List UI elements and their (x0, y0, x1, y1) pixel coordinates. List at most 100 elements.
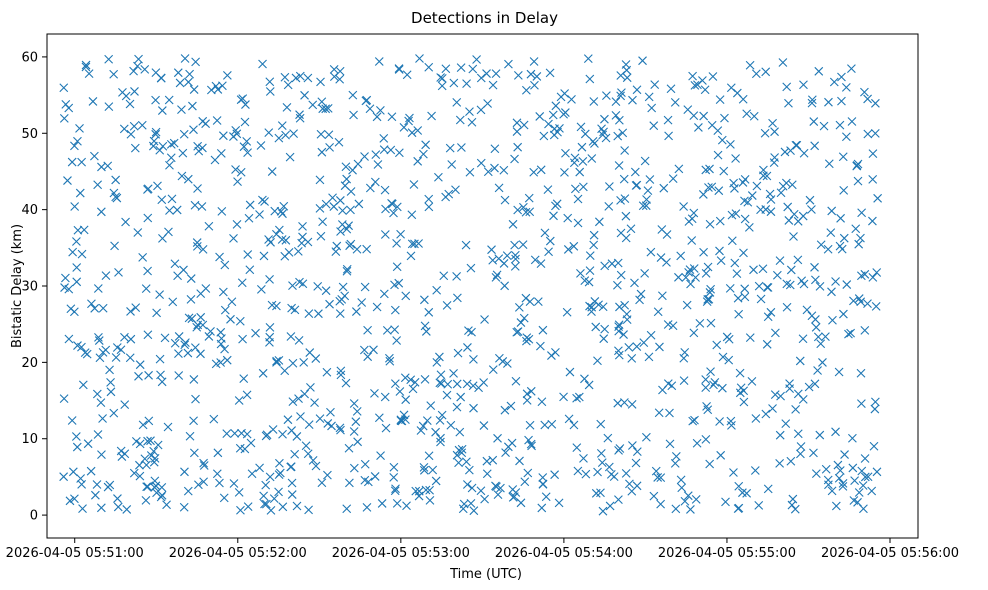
detection-marker (174, 332, 184, 341)
detection-marker (226, 314, 235, 324)
detection-marker (867, 486, 877, 496)
detection-marker (188, 101, 197, 111)
detection-marker (390, 305, 400, 315)
detection-marker (868, 174, 878, 184)
detection-marker (831, 501, 841, 511)
detection-marker (424, 194, 434, 204)
detection-marker (742, 109, 752, 119)
detection-marker (227, 297, 237, 307)
detection-marker (93, 430, 103, 439)
detection-marker (236, 505, 245, 515)
detection-marker (671, 504, 681, 514)
detection-marker (511, 254, 520, 264)
detection-marker (294, 394, 303, 404)
detection-marker (285, 152, 295, 162)
detection-marker (502, 251, 512, 261)
detection-marker (530, 80, 539, 90)
detection-marker (98, 414, 107, 423)
x-tick-label: 2026-04-05 05:52:00 (169, 546, 307, 561)
detection-marker (444, 189, 454, 199)
detection-marker (537, 397, 547, 407)
detection-marker (216, 358, 226, 367)
detection-marker (645, 175, 655, 184)
detection-marker (665, 439, 675, 449)
detection-marker (575, 167, 585, 177)
detection-marker (570, 153, 580, 163)
detection-marker (243, 148, 252, 157)
detection-marker (738, 94, 748, 104)
detection-marker (396, 415, 406, 425)
detection-marker (581, 469, 591, 479)
detection-marker (272, 356, 281, 366)
detection-marker (469, 506, 479, 516)
detection-marker (846, 328, 856, 338)
detection-marker (537, 503, 547, 513)
detection-marker (541, 492, 551, 502)
detection-marker (395, 387, 405, 396)
detection-marker (515, 456, 524, 466)
detection-marker (706, 318, 716, 328)
detection-marker (437, 81, 447, 91)
detection-marker (402, 501, 411, 511)
detection-marker (809, 448, 818, 458)
detection-marker (362, 244, 372, 254)
detection-marker (235, 316, 245, 326)
detection-marker (88, 97, 98, 106)
detection-marker (709, 380, 718, 390)
detection-marker (653, 473, 663, 482)
detection-marker (837, 96, 846, 106)
detection-marker (311, 461, 321, 471)
detection-marker (536, 165, 546, 175)
detection-marker (578, 182, 588, 192)
detection-marker (394, 65, 404, 74)
y-tick-label: 30 (21, 280, 38, 295)
detection-marker (754, 501, 764, 510)
detection-marker (125, 353, 135, 363)
detection-marker (421, 140, 431, 150)
detection-marker (399, 122, 409, 132)
detection-marker (857, 466, 867, 476)
detection-marker (143, 266, 152, 276)
detection-marker (265, 338, 274, 347)
detection-marker (280, 72, 290, 82)
detection-marker (580, 129, 590, 139)
detection-marker (372, 112, 382, 122)
detection-marker (212, 469, 222, 479)
detection-marker (197, 202, 207, 211)
detection-marker (591, 322, 601, 332)
detection-marker (747, 377, 757, 386)
detection-marker (603, 433, 613, 443)
detection-marker (97, 162, 106, 172)
detection-marker (657, 291, 667, 301)
detection-marker (740, 292, 750, 302)
detection-marker (555, 124, 564, 133)
detection-marker (445, 143, 455, 153)
detection-marker (287, 490, 297, 499)
detection-marker (614, 495, 623, 505)
detection-marker (75, 124, 84, 133)
detection-marker (716, 450, 726, 460)
detection-marker (614, 320, 624, 330)
detection-marker (698, 190, 708, 199)
detection-marker (156, 370, 165, 380)
detection-marker (620, 300, 630, 310)
detection-marker (421, 327, 431, 336)
detection-marker (562, 307, 572, 317)
detection-marker (761, 67, 771, 77)
detection-marker (70, 141, 79, 151)
detection-marker (593, 356, 602, 366)
detection-marker (381, 204, 390, 214)
detection-marker (422, 416, 432, 426)
detection-marker (421, 485, 431, 495)
detection-marker (389, 462, 399, 472)
detection-marker (467, 117, 477, 127)
detection-marker (540, 420, 550, 430)
detection-marker (274, 225, 284, 235)
detection-marker (609, 472, 619, 482)
detection-marker (604, 201, 614, 211)
detection-marker (216, 149, 226, 158)
detection-marker (762, 339, 772, 349)
detection-marker (604, 462, 614, 472)
detection-marker (482, 469, 492, 479)
detection-marker (153, 440, 163, 450)
